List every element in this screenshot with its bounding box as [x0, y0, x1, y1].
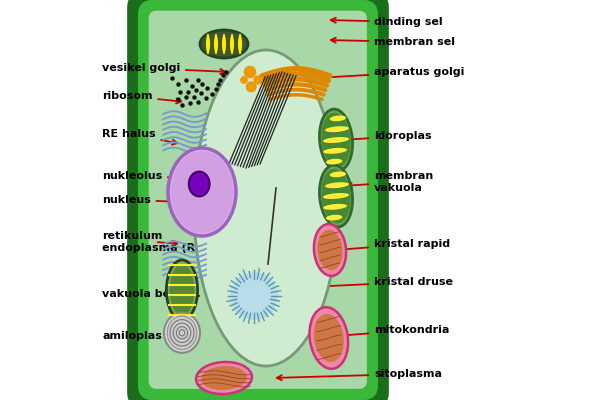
Ellipse shape — [170, 264, 194, 316]
Ellipse shape — [319, 165, 353, 227]
Ellipse shape — [168, 148, 236, 236]
Text: nukleus: nukleus — [102, 195, 183, 205]
Text: retikulum
endoplasma (RE): retikulum endoplasma (RE) — [102, 231, 208, 253]
Text: nukleolus: nukleolus — [102, 171, 189, 181]
Ellipse shape — [310, 307, 348, 369]
Text: dinding sel: dinding sel — [331, 17, 443, 27]
Ellipse shape — [167, 316, 197, 350]
Text: aparatus golgi: aparatus golgi — [321, 67, 464, 80]
Text: membran
vakuola: membran vakuola — [347, 171, 433, 193]
Ellipse shape — [206, 33, 211, 55]
Ellipse shape — [189, 172, 209, 196]
Ellipse shape — [221, 33, 226, 55]
Text: mitokondria: mitokondria — [341, 325, 449, 338]
Ellipse shape — [201, 366, 247, 390]
Ellipse shape — [329, 116, 346, 121]
Ellipse shape — [166, 260, 197, 320]
Ellipse shape — [323, 148, 347, 154]
Ellipse shape — [326, 215, 343, 220]
Ellipse shape — [314, 314, 344, 362]
Text: amiloplas: amiloplas — [102, 331, 181, 341]
Ellipse shape — [325, 126, 349, 132]
Ellipse shape — [317, 230, 343, 270]
Ellipse shape — [194, 50, 338, 366]
Ellipse shape — [322, 113, 350, 167]
Ellipse shape — [238, 33, 242, 55]
Circle shape — [241, 77, 247, 83]
Circle shape — [244, 66, 256, 78]
Ellipse shape — [214, 33, 218, 55]
Ellipse shape — [322, 169, 350, 223]
Text: membran sel: membran sel — [331, 37, 455, 47]
Text: vesikel golgi: vesikel golgi — [102, 63, 225, 74]
FancyBboxPatch shape — [148, 10, 368, 390]
Text: vakuola besar: vakuola besar — [102, 289, 199, 299]
Ellipse shape — [196, 362, 252, 394]
Ellipse shape — [314, 224, 346, 276]
FancyBboxPatch shape — [132, 0, 384, 400]
Ellipse shape — [323, 193, 349, 199]
Ellipse shape — [171, 151, 233, 233]
Ellipse shape — [230, 33, 235, 55]
Circle shape — [254, 76, 262, 84]
Text: kristal druse: kristal druse — [293, 277, 453, 290]
Ellipse shape — [329, 172, 346, 177]
Text: ribosom: ribosom — [102, 91, 181, 104]
Ellipse shape — [200, 30, 248, 58]
Text: sitoplasma: sitoplasma — [277, 369, 442, 380]
Ellipse shape — [325, 182, 349, 188]
Ellipse shape — [326, 159, 343, 164]
Ellipse shape — [323, 137, 349, 143]
Ellipse shape — [323, 204, 347, 210]
Ellipse shape — [164, 313, 200, 353]
Circle shape — [231, 273, 277, 319]
FancyBboxPatch shape — [141, 3, 375, 397]
Text: RE halus: RE halus — [102, 129, 177, 145]
Ellipse shape — [319, 109, 353, 171]
Circle shape — [247, 82, 256, 92]
Text: kloroplas: kloroplas — [347, 131, 431, 142]
Text: kristal rapid: kristal rapid — [341, 239, 450, 252]
